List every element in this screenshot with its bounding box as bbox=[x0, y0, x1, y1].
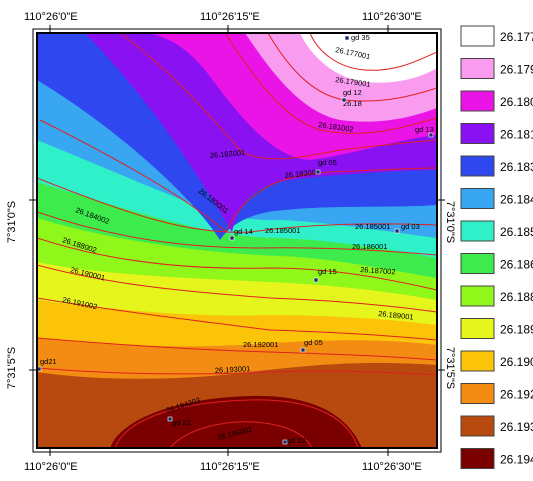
legend-label: 26.177 bbox=[500, 30, 533, 44]
legend-swatch bbox=[460, 285, 495, 307]
legend-label: 26.181 bbox=[500, 128, 533, 142]
point-label: gd 13 bbox=[415, 125, 434, 134]
legend-swatch bbox=[460, 415, 495, 437]
point-label: gd 05 bbox=[318, 158, 337, 167]
contour-label: 26.186001 bbox=[352, 242, 387, 251]
legend-label: 26.189 bbox=[500, 323, 533, 337]
point-label: gd 15 bbox=[318, 267, 337, 276]
sample-point: gd 14 bbox=[229, 227, 253, 241]
sample-point: gd 22 bbox=[167, 416, 191, 427]
point-label: gd 12 bbox=[343, 88, 362, 97]
contour-label: 26.193001 bbox=[215, 364, 251, 375]
contour-label: 26.18 bbox=[343, 99, 362, 108]
contour-line bbox=[39, 119, 437, 233]
zone-fill bbox=[300, 33, 437, 83]
left-coord: 7°31'5"S bbox=[6, 347, 18, 389]
contour-label: 26.185001 bbox=[265, 226, 300, 235]
contour-label: 26.187002 bbox=[360, 265, 396, 276]
contour-line bbox=[37, 237, 437, 291]
contour-label: 26.182001 bbox=[209, 148, 245, 160]
left-coord: 7°31'0"S bbox=[6, 201, 18, 243]
contour-line bbox=[37, 177, 437, 233]
legend-label: 26.184 bbox=[500, 193, 533, 207]
legend-label: 26.179 bbox=[500, 63, 533, 77]
contour-label: 26.189001 bbox=[378, 309, 414, 322]
contour-lines bbox=[37, 33, 437, 448]
right-coord: 7°31'5"S bbox=[444, 347, 456, 389]
right-coord: 7°31'0"S bbox=[444, 201, 456, 243]
contour-line bbox=[37, 367, 437, 376]
point-label: gd 35 bbox=[351, 33, 370, 42]
legend-swatch bbox=[460, 155, 495, 177]
sample-point: gd21 bbox=[37, 357, 57, 372]
top-coord: 110°26'0"E bbox=[24, 11, 78, 23]
legend-swatch bbox=[460, 350, 495, 372]
legend-label: 26.192 bbox=[500, 388, 533, 402]
legend-label: 26.185 bbox=[500, 225, 533, 239]
legend-swatch bbox=[460, 90, 495, 112]
contour-line bbox=[37, 211, 437, 256]
contour-line bbox=[309, 33, 437, 71]
map-frame bbox=[36, 32, 438, 449]
bottom-coord: 110°26'30"E bbox=[362, 461, 422, 473]
sample-point: gd 35 bbox=[344, 33, 370, 42]
bottom-coord: 110°26'0"E bbox=[24, 461, 78, 473]
legend-label: 26.180 bbox=[500, 95, 533, 109]
sample-point: gd 12 bbox=[341, 88, 362, 103]
point-label: gd 05 bbox=[304, 338, 323, 347]
legend-swatch bbox=[460, 253, 495, 274]
legend-label: 26.188 bbox=[500, 290, 533, 304]
top-coord: 110°26'15"E bbox=[200, 11, 260, 23]
map-frame-outer bbox=[32, 28, 442, 453]
sample-point: gd 15 bbox=[313, 267, 337, 283]
legend-swatch bbox=[460, 318, 495, 339]
point-label: gd21 bbox=[40, 357, 57, 366]
sample-point: gd 03 bbox=[394, 222, 420, 234]
contour-line bbox=[224, 33, 437, 134]
sample-points: gd 35 gd 12 gd 13 gd 05 gd 14 gd 03 gd 1… bbox=[37, 33, 434, 445]
sample-point: gd 05 bbox=[315, 158, 337, 175]
legend-swatch bbox=[460, 58, 495, 79]
legend: 26.177 26.179 26.180 26.181 26.183 26.184 26.1… bbox=[460, 25, 533, 469]
contour-label: 26.192001 bbox=[243, 340, 278, 349]
point-label: gd 22 bbox=[172, 418, 191, 427]
legend-label: 26.193 bbox=[500, 420, 533, 434]
legend-label: 26.190 bbox=[500, 355, 533, 369]
contour-line bbox=[37, 264, 437, 313]
point-label: gd 23 bbox=[287, 436, 306, 445]
sample-point: gd 05 bbox=[300, 338, 323, 353]
legend-label: 26.194 bbox=[500, 453, 533, 467]
legend-swatch bbox=[460, 25, 495, 47]
sample-point: gd 23 bbox=[282, 436, 306, 445]
contour-line bbox=[37, 297, 437, 341]
legend-swatch bbox=[460, 383, 495, 404]
legend-label: 26.183 bbox=[500, 160, 533, 174]
contour-line bbox=[119, 33, 437, 160]
legend-label: 26.186 bbox=[500, 258, 533, 272]
contour-line bbox=[37, 337, 437, 361]
legend-swatch bbox=[460, 188, 495, 209]
contour-label: 26.185001 bbox=[355, 222, 390, 231]
bottom-coord: 110°26'15"E bbox=[200, 461, 260, 473]
sample-point: gd 13 bbox=[415, 125, 434, 138]
top-coord: 110°26'30"E bbox=[362, 11, 422, 23]
point-label: gd 14 bbox=[234, 227, 253, 236]
contour-line bbox=[114, 399, 359, 448]
legend-swatch bbox=[460, 448, 495, 469]
legend-swatch bbox=[460, 220, 495, 242]
legend-swatch bbox=[460, 123, 495, 144]
point-label: gd 03 bbox=[401, 222, 420, 231]
contour-label: 26.183001 bbox=[284, 167, 320, 180]
map-body: 26.177001 26.179001 26.18 26.181002 26.1… bbox=[37, 33, 437, 448]
contour-line bbox=[169, 421, 313, 448]
